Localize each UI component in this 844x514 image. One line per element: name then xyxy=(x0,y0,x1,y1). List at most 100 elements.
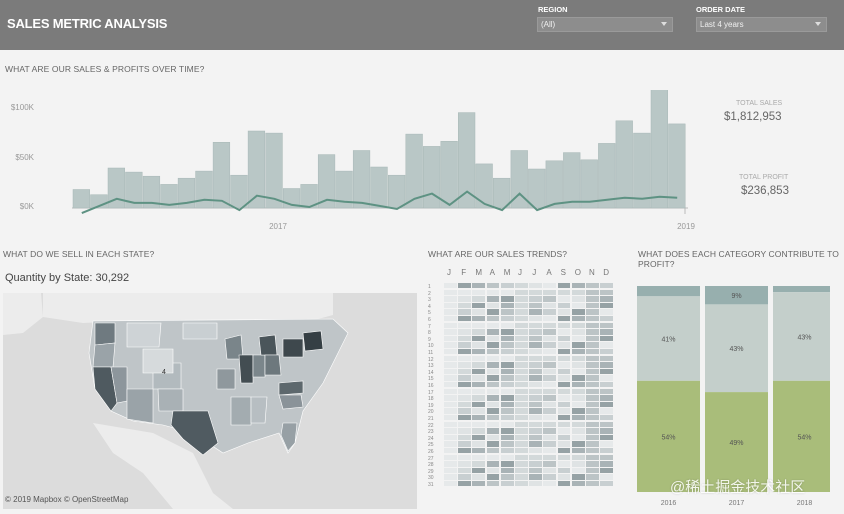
sales-bar[interactable] xyxy=(510,150,528,209)
heatmap-cell[interactable] xyxy=(458,335,471,342)
heatmap-cell[interactable] xyxy=(458,388,471,394)
heatmap-cell[interactable] xyxy=(543,342,557,348)
heatmap-cell[interactable] xyxy=(529,329,542,335)
heatmap-cell[interactable] xyxy=(600,481,613,487)
heatmap-cell[interactable] xyxy=(529,401,542,408)
heatmap-cell[interactable] xyxy=(486,322,500,328)
heatmap-cell[interactable] xyxy=(444,441,457,447)
heatmap-cell[interactable] xyxy=(529,388,542,394)
heatmap-cell[interactable] xyxy=(500,355,514,361)
heatmap-cell[interactable] xyxy=(500,441,514,447)
heatmap-cell[interactable] xyxy=(500,329,514,335)
heatmap-cell[interactable] xyxy=(529,474,542,480)
heatmap-cell[interactable] xyxy=(557,342,571,348)
heatmap-cell[interactable] xyxy=(500,395,514,401)
heatmap-cell[interactable] xyxy=(571,355,585,361)
heatmap-cell[interactable] xyxy=(458,296,471,302)
sales-bar[interactable] xyxy=(195,170,213,209)
heatmap-cell[interactable] xyxy=(543,401,557,408)
heatmap-cell[interactable] xyxy=(515,481,528,487)
heatmap-cell[interactable] xyxy=(557,289,571,295)
heatmap-cell[interactable] xyxy=(458,481,471,487)
category-segment[interactable] xyxy=(705,392,768,492)
heatmap-cell[interactable] xyxy=(472,474,486,480)
heatmap-cell[interactable] xyxy=(586,388,599,394)
heatmap-cell[interactable] xyxy=(600,296,613,302)
heatmap-cell[interactable] xyxy=(529,375,542,381)
heatmap-cell[interactable] xyxy=(515,395,528,401)
heatmap-cell[interactable] xyxy=(500,434,514,441)
heatmap-cell[interactable] xyxy=(444,349,457,355)
sales-bar[interactable] xyxy=(405,133,423,209)
heatmap-cell[interactable] xyxy=(529,335,542,342)
heatmap-cell[interactable] xyxy=(586,316,599,322)
heatmap-cell[interactable] xyxy=(529,441,542,447)
sales-bar[interactable] xyxy=(317,154,336,209)
heatmap-cell[interactable] xyxy=(500,309,514,315)
heatmap-cell[interactable] xyxy=(543,289,557,295)
heatmap-cell[interactable] xyxy=(472,388,486,394)
sales-bar[interactable] xyxy=(475,163,493,209)
heatmap-cell[interactable] xyxy=(557,421,571,427)
heatmap-cell[interactable] xyxy=(515,342,528,348)
heatmap-cell[interactable] xyxy=(444,388,457,394)
heatmap-cell[interactable] xyxy=(500,375,514,381)
heatmap-cell[interactable] xyxy=(557,454,571,460)
heatmap-cell[interactable] xyxy=(458,401,471,408)
heatmap-cell[interactable] xyxy=(557,309,571,315)
heatmap-cell[interactable] xyxy=(557,329,571,335)
heatmap-cell[interactable] xyxy=(571,349,585,355)
heatmap-cell[interactable] xyxy=(458,375,471,381)
heatmap-cell[interactable] xyxy=(600,355,613,361)
heatmap-cell[interactable] xyxy=(557,461,571,467)
heatmap-cell[interactable] xyxy=(529,362,542,368)
sales-bar[interactable] xyxy=(528,168,546,209)
heatmap-cell[interactable] xyxy=(515,474,528,480)
heatmap-cell[interactable] xyxy=(557,448,571,454)
heatmap-cell[interactable] xyxy=(444,467,457,474)
heatmap-cell[interactable] xyxy=(529,415,542,421)
heatmap-cell[interactable] xyxy=(571,316,585,322)
heatmap-cell[interactable] xyxy=(444,415,457,421)
heatmap-cell[interactable] xyxy=(472,316,486,322)
heatmap-cell[interactable] xyxy=(515,441,528,447)
category-profit-chart[interactable]: 41% 54% 2016 9% 43% 49% 2017 43% 54% 2018 xyxy=(636,286,830,510)
heatmap-cell[interactable] xyxy=(458,421,471,427)
category-segment[interactable] xyxy=(773,380,830,492)
heatmap-cell[interactable] xyxy=(500,461,514,467)
heatmap-cell[interactable] xyxy=(486,382,500,388)
heatmap-cell[interactable] xyxy=(586,395,599,401)
heatmap-cell[interactable] xyxy=(472,481,486,487)
heatmap-cell[interactable] xyxy=(486,474,500,480)
heatmap-cell[interactable] xyxy=(586,382,599,388)
heatmap-cell[interactable] xyxy=(500,481,514,487)
heatmap-cell[interactable] xyxy=(458,342,471,348)
heatmap-cell[interactable] xyxy=(472,441,486,447)
sales-bar[interactable] xyxy=(107,167,125,209)
heatmap-cell[interactable] xyxy=(543,362,557,368)
heatmap-cell[interactable] xyxy=(515,283,528,289)
heatmap-cell[interactable] xyxy=(458,461,471,467)
sales-bar[interactable] xyxy=(230,174,248,209)
sales-bar[interactable] xyxy=(423,146,441,209)
heatmap-cell[interactable] xyxy=(571,415,585,421)
heatmap-cell[interactable] xyxy=(557,441,571,447)
category-segment[interactable] xyxy=(637,286,700,297)
heatmap-cell[interactable] xyxy=(486,355,500,361)
heatmap-cell[interactable] xyxy=(444,428,457,434)
heatmap-cell[interactable] xyxy=(486,428,500,434)
heatmap-cell[interactable] xyxy=(586,368,599,375)
heatmap-cell[interactable] xyxy=(515,434,528,441)
heatmap-cell[interactable] xyxy=(557,283,571,289)
heatmap-cell[interactable] xyxy=(586,467,599,474)
heatmap-cell[interactable] xyxy=(557,395,571,401)
heatmap-cell[interactable] xyxy=(571,408,585,414)
heatmap-cell[interactable] xyxy=(458,355,471,361)
heatmap-cell[interactable] xyxy=(557,408,571,414)
heatmap-cell[interactable] xyxy=(600,342,613,348)
heatmap-cell[interactable] xyxy=(586,441,599,447)
heatmap-cell[interactable] xyxy=(515,467,528,474)
heatmap-cell[interactable] xyxy=(515,349,528,355)
heatmap-cell[interactable] xyxy=(600,302,613,309)
sales-bar[interactable] xyxy=(160,184,178,209)
